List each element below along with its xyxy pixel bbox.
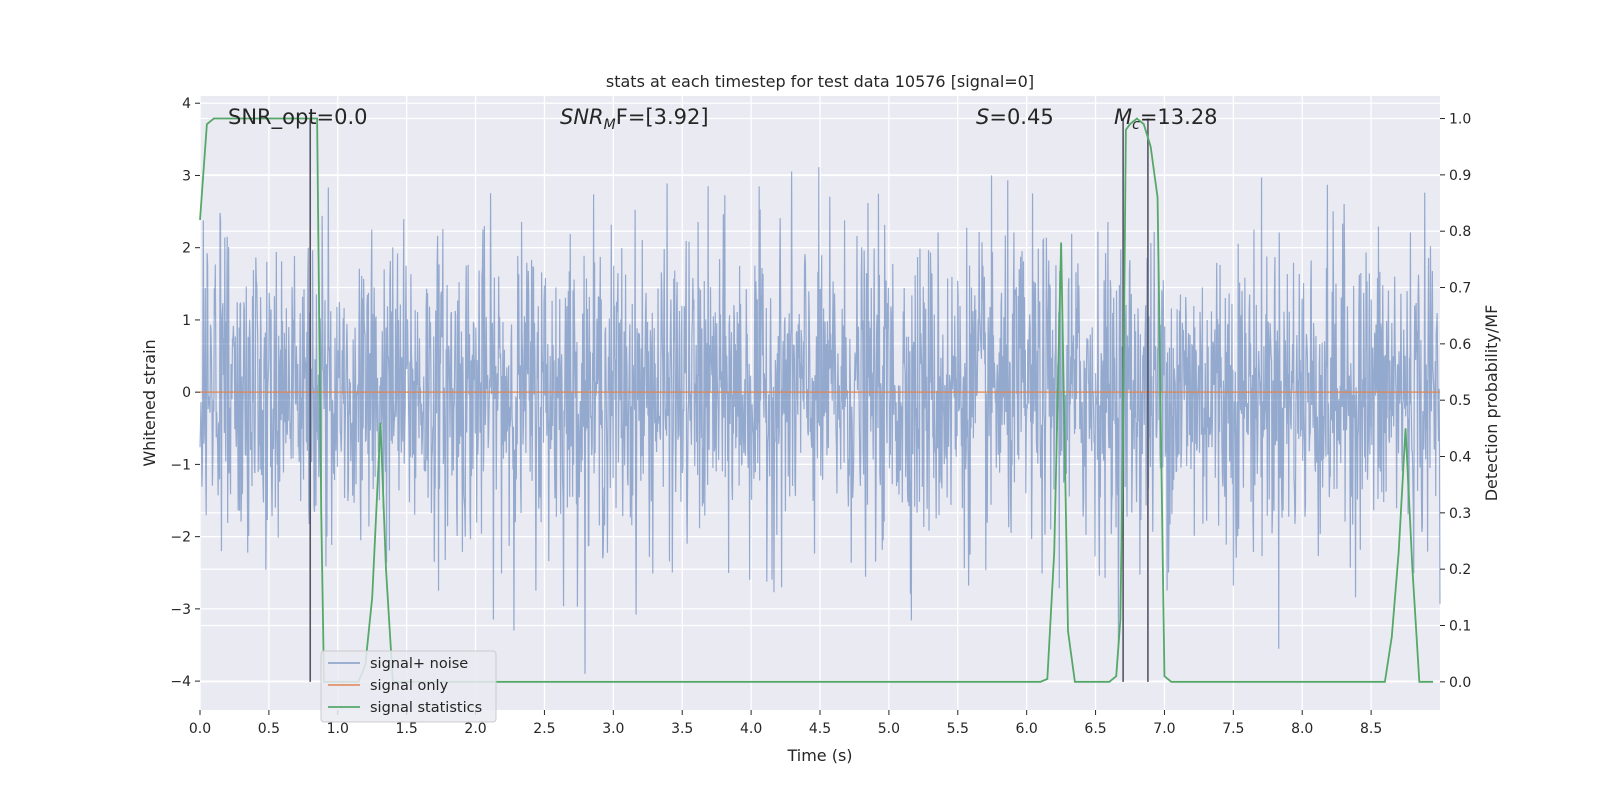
y-tick-label: 1 <box>182 313 191 329</box>
x-tick-label: 6.5 <box>1084 721 1106 737</box>
y-right-axis-ticks: 1.0 0.9 0.8 0.7 0.6 0.5 0.4 0.3 0.2 0.1 0.0 <box>1440 112 1471 691</box>
legend-label-signal-noise: signal+ noise <box>370 656 468 672</box>
signal-noise-line <box>199 167 1441 674</box>
y-tick-label: −4 <box>170 674 191 690</box>
y-right-tick-label: 0.2 <box>1449 562 1471 578</box>
y-tick-label: 3 <box>182 168 191 184</box>
y-right-tick-label: 0.3 <box>1449 506 1471 522</box>
annotation-s: S=0.45 <box>976 105 1054 129</box>
series-signal-statistics <box>199 117 1434 683</box>
y-tick-label: −3 <box>170 602 191 618</box>
y-right-tick-label: 0.8 <box>1449 224 1471 240</box>
y-right-tick-label: 0.9 <box>1449 168 1471 184</box>
x-tick-label: 8.5 <box>1360 721 1382 737</box>
x-tick-label: 1.0 <box>327 721 349 737</box>
legend-box <box>320 650 497 723</box>
y-right-tick-label: 0.4 <box>1449 450 1471 466</box>
x-axis-label: Time (s) <box>786 746 852 765</box>
x-tick-label: 0.5 <box>258 721 280 737</box>
legend: signal+ noise signal only signal statist… <box>320 650 497 723</box>
x-tick-label: 5.5 <box>947 721 969 737</box>
y-tick-label: 4 <box>182 96 191 112</box>
x-tick-label: 7.5 <box>1222 721 1244 737</box>
chart-title: stats at each timestep for test data 105… <box>606 72 1034 91</box>
y-axis-ticks: 4 3 2 1 0 −1 −2 −3 −4 <box>170 96 200 690</box>
y-right-tick-label: 0.0 <box>1449 675 1471 691</box>
x-tick-label: 2.0 <box>464 721 486 737</box>
x-tick-label: 7.0 <box>1153 721 1175 737</box>
y-axis-label: Whitened strain <box>140 339 159 466</box>
y-tick-label: 0 <box>182 385 191 401</box>
y-tick-label: 2 <box>182 241 191 257</box>
y-right-tick-label: 0.1 <box>1449 619 1471 635</box>
x-tick-label: 0.0 <box>189 721 211 737</box>
y-right-tick-label: 0.5 <box>1449 393 1471 409</box>
x-tick-label: 1.5 <box>396 721 418 737</box>
annotation-snr-opt: SNR_opt=0.0 <box>228 105 368 130</box>
series-signal-noise <box>199 167 1441 674</box>
x-tick-label: 6.0 <box>1016 721 1038 737</box>
x-tick-label: 4.5 <box>809 721 831 737</box>
y-right-tick-label: 0.7 <box>1449 281 1471 297</box>
legend-label-signal-only: signal only <box>370 678 449 694</box>
y-tick-label: −2 <box>170 530 191 546</box>
y-right-tick-label: 0.6 <box>1449 337 1471 353</box>
x-tick-label: 5.0 <box>878 721 900 737</box>
x-axis-ticks: 0.0 0.5 1.0 1.5 2.0 2.5 3.0 3.5 4.0 4.5 5.0 5.5 6.0 6… <box>189 710 1382 737</box>
y-tick-label: −1 <box>170 457 191 473</box>
x-tick-label: 4.0 <box>740 721 762 737</box>
x-tick-label: 8.0 <box>1291 721 1313 737</box>
annotation-mc: Mc=13.28 <box>1114 105 1218 133</box>
y-right-axis-label: Detection probability/MF <box>1482 305 1501 502</box>
annotation-snr-mf: SNRMF=[3.92] <box>560 105 709 133</box>
x-tick-label: 3.5 <box>671 721 693 737</box>
x-tick-label: 3.0 <box>602 721 624 737</box>
x-tick-label: 2.5 <box>533 721 555 737</box>
y-right-tick-label: 1.0 <box>1449 112 1471 128</box>
legend-label-signal-statistics: signal statistics <box>370 700 482 716</box>
